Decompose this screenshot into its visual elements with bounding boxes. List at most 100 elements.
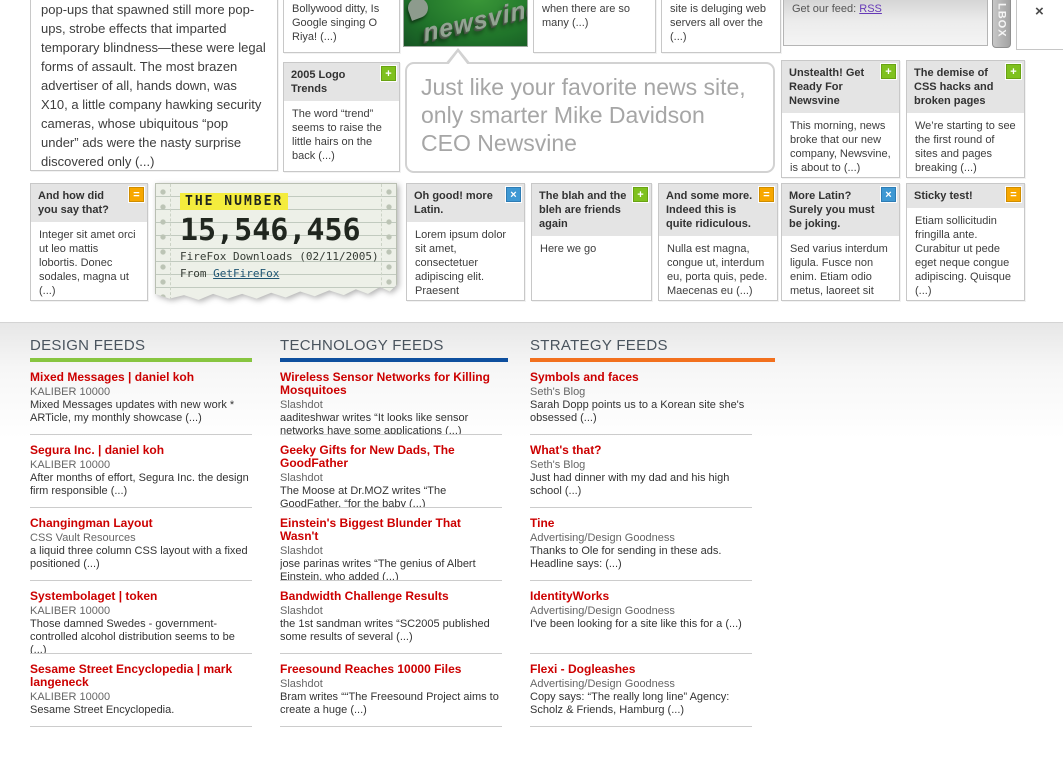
widget-title: And some more. Indeed this is quite ridi… (666, 190, 753, 230)
close-widget-button[interactable]: × (881, 187, 896, 202)
feed-item-desc: the 1st sandman writes “SC2005 published… (280, 618, 490, 643)
widget-header[interactable]: The demise of CSS hacks and broken pages… (907, 61, 1024, 113)
rss-link[interactable]: RSS (859, 3, 882, 15)
feed-item: What's that? Seth's Blog Just had dinner… (530, 435, 752, 508)
feed-item-desc: Thanks to Ole for sending in these ads. … (530, 545, 722, 570)
widget-logo-trends: 2005 Logo Trends + The word “trend” seem… (283, 62, 400, 172)
feed-item-title[interactable]: IdentityWorks (530, 589, 610, 603)
feed-item-title[interactable]: Bandwidth Challenge Results (280, 589, 449, 603)
feed-item: Einstein's Biggest Blunder That Wasn't S… (280, 508, 502, 581)
feed-item-desc: Just had dinner with my dad and his high… (530, 472, 730, 497)
widget-header[interactable]: 2005 Logo Trends + (284, 63, 399, 101)
close-widget-button[interactable]: × (506, 187, 521, 202)
minimize-widget-button[interactable]: = (1006, 187, 1021, 202)
widget-body: Bollywood ditty, Is Google singing O Riy… (292, 3, 380, 43)
feed-item-title[interactable]: Segura Inc. | daniel koh (30, 443, 165, 457)
feed-item-source: KALIBER 10000 (30, 691, 111, 703)
widget-body: Lorem ipsum dolor sit amet, consectetuer… (415, 229, 509, 300)
widget-body: Nulla est magna, congue ut, interdum eu,… (667, 243, 768, 297)
feed-item-desc: Copy says: “The really long line” Agency… (530, 691, 730, 716)
number-caption: FireFox Downloads (02/11/2005) (180, 250, 379, 263)
feed-item-title[interactable]: Mixed Messages | daniel koh (30, 370, 195, 384)
feed-item-title[interactable]: What's that? (530, 443, 602, 457)
feed-item-title[interactable]: Symbols and faces (530, 370, 639, 384)
newsvine-image-text: newsvine (421, 0, 528, 47)
feed-item-source: Advertising/Design Goodness (530, 532, 675, 544)
feed-item: Flexi - Dogleashes Advertising/Design Go… (530, 654, 752, 727)
add-widget-button[interactable]: + (1006, 64, 1021, 79)
feed-item-source: Seth's Blog (530, 386, 586, 398)
widget-bollywood: Bollywood ditty, Is Google singing O Riy… (283, 0, 400, 53)
strategy-feeds-column: STRATEGY FEEDS Symbols and faces Seth's … (530, 337, 775, 727)
widget-body: pop-ups that spawned still more pop-ups,… (41, 2, 266, 169)
feed-item-title[interactable]: Sesame Street Encyclopedia | mark langen… (30, 662, 233, 689)
feed-item-title[interactable]: Flexi - Dogleashes (530, 662, 636, 676)
feed-item: Changingman Layout CSS Vault Resources a… (30, 508, 252, 581)
feed-item: Systembolaget | token KALIBER 10000 Thos… (30, 581, 252, 654)
widget-deluging: site is deluging web servers all over th… (661, 0, 781, 53)
technology-feeds-column: TECHNOLOGY FEEDS Wireless Sensor Network… (280, 337, 508, 727)
feed-item-source: Slashdot (280, 545, 323, 557)
widget-header[interactable]: And how did you say that? = (31, 184, 147, 222)
number-heading: THE NUMBER (180, 193, 289, 210)
widget-how-did-you-say: And how did you say that? = Integer sit … (30, 183, 148, 301)
widget-oh-good-latin: Oh good! more Latin. × Lorem ipsum dolor… (406, 183, 525, 301)
feed-item-title[interactable]: Wireless Sensor Networks for Killing Mos… (280, 370, 490, 397)
feed-item-desc: I've been looking for a site like this f… (530, 618, 742, 630)
feed-item-source: Seth's Blog (530, 459, 586, 471)
corner-widget: × (1016, 0, 1063, 50)
widget-blah-bleh: The blah and the bleh are friends again … (531, 183, 652, 301)
feed-item-title[interactable]: Geeky Gifts for New Dads, The GoodFather (280, 443, 455, 470)
design-feeds-column: DESIGN FEEDS Mixed Messages | daniel koh… (30, 337, 252, 727)
feed-item-source: Slashdot (280, 399, 323, 411)
widget-header[interactable]: More Latin? Surely you must be joking. × (782, 184, 899, 236)
quote-bubble: Just like your favorite news site, only … (405, 48, 775, 173)
widget-unstealth: Unstealth! Get Ready For Newsvine + This… (781, 60, 900, 178)
minimize-widget-button[interactable]: = (129, 187, 144, 202)
feed-item-source: Slashdot (280, 472, 323, 484)
widget-header[interactable]: The blah and the bleh are friends again … (532, 184, 651, 236)
feed-item-source: Advertising/Design Goodness (530, 678, 675, 690)
mailbox-tab[interactable]: LBOX (992, 0, 1011, 48)
the-number-widget: THE NUMBER 15,546,456 FireFox Downloads … (155, 183, 397, 301)
widget-body: Integer sit amet orci ut leo mattis lobo… (39, 229, 136, 297)
close-icon[interactable]: × (1035, 3, 1044, 20)
minimize-widget-button[interactable]: = (759, 187, 774, 202)
add-widget-button[interactable]: + (381, 66, 396, 81)
widget-title: And how did you say that? (38, 190, 109, 216)
number-value: 15,546,456 (180, 213, 361, 248)
feed-item-desc: Those damned Swedes - government-control… (30, 618, 235, 654)
widget-body: when there are so many (...) (542, 3, 631, 29)
widget-header[interactable]: Unstealth! Get Ready For Newsvine + (782, 61, 899, 113)
widget-title: Oh good! more Latin. (414, 190, 493, 216)
feed-item-desc: Mixed Messages updates with new work * A… (30, 399, 235, 424)
widget-more-latin: More Latin? Surely you must be joking. ×… (781, 183, 900, 301)
widget-header[interactable]: Oh good! more Latin. × (407, 184, 524, 222)
add-widget-button[interactable]: + (881, 64, 896, 79)
feed-item-title[interactable]: Einstein's Biggest Blunder That Wasn't (280, 516, 461, 543)
feed-item-title[interactable]: Systembolaget | token (30, 589, 158, 603)
getfirefox-link[interactable]: GetFireFox (213, 267, 280, 280)
feed-item-title[interactable]: Freesound Reaches 10000 Files (280, 662, 462, 676)
widget-header[interactable]: And some more. Indeed this is quite ridi… (659, 184, 777, 236)
widget-title: More Latin? Surely you must be joking. (789, 190, 875, 230)
widget-header[interactable]: Sticky test! = (907, 184, 1024, 208)
feed-item-source: Slashdot (280, 605, 323, 617)
feed-item-title[interactable]: Tine (530, 516, 555, 530)
feed-item-desc: a liquid three column CSS layout with a … (30, 545, 248, 570)
widget-title: Unstealth! Get Ready For Newsvine (789, 67, 865, 107)
column-header: STRATEGY FEEDS (530, 337, 668, 354)
feed-item: Sesame Street Encyclopedia | mark langen… (30, 654, 252, 727)
widget-title: 2005 Logo Trends (291, 69, 346, 95)
mailbox-tab-label: LBOX (995, 3, 1008, 38)
feed-item-title[interactable]: Changingman Layout (30, 516, 153, 530)
feed-item-source: KALIBER 10000 (30, 605, 111, 617)
feed-label: Get our feed: (792, 3, 857, 15)
column-accent-rule (530, 358, 775, 362)
feed-item-desc: Bram writes ““The Freesound Project aims… (280, 691, 499, 716)
feed-subscribe-box: Get our feed: RSS (783, 0, 988, 46)
feed-item: Geeky Gifts for New Dads, The GoodFather… (280, 435, 502, 508)
feed-item: Mixed Messages | daniel koh KALIBER 1000… (30, 362, 252, 435)
number-source: From GetFireFox (180, 267, 386, 280)
add-widget-button[interactable]: + (633, 187, 648, 202)
